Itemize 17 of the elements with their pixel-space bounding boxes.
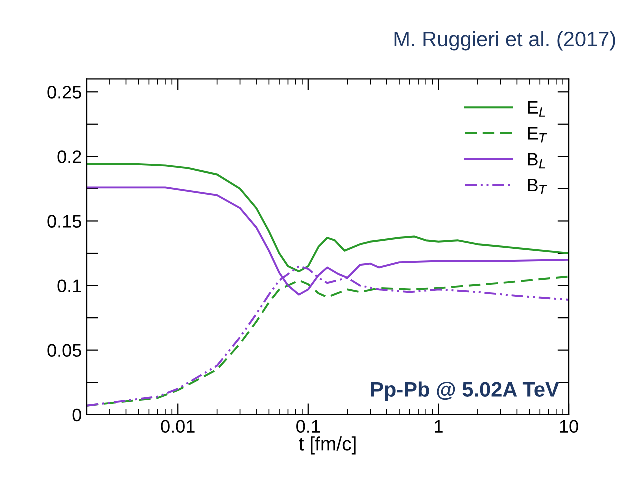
annotation: Pp-Pb @ 5.02A TeV [371, 382, 560, 402]
y-tick-label: 0.2 [58, 150, 82, 164]
y-tick-label: 0.1 [58, 280, 82, 293]
x-tick-label: 0.1 [296, 420, 320, 434]
legend-label: B$_{L}$ [528, 153, 546, 169]
x-tick-label: 0.01 [161, 420, 195, 434]
x-tick-label: 1 [435, 420, 443, 433]
legend-label: B$_{T}$ [528, 179, 548, 194]
y-tick-label: 0.05 [48, 344, 82, 358]
y-tick-label: 0 [72, 408, 82, 422]
legend-label: E$_{L}$ [528, 102, 546, 117]
x-tick-label: 10 [560, 420, 578, 434]
y-tick-label: 0.15 [48, 215, 82, 228]
y-tick-label: 0.25 [48, 86, 82, 99]
x-axis-title: t [fm/c] [299, 436, 356, 455]
legend-label: E$_{T}$ [528, 127, 548, 143]
chart-title: M. Ruggieri et al. (2017) [394, 31, 616, 51]
